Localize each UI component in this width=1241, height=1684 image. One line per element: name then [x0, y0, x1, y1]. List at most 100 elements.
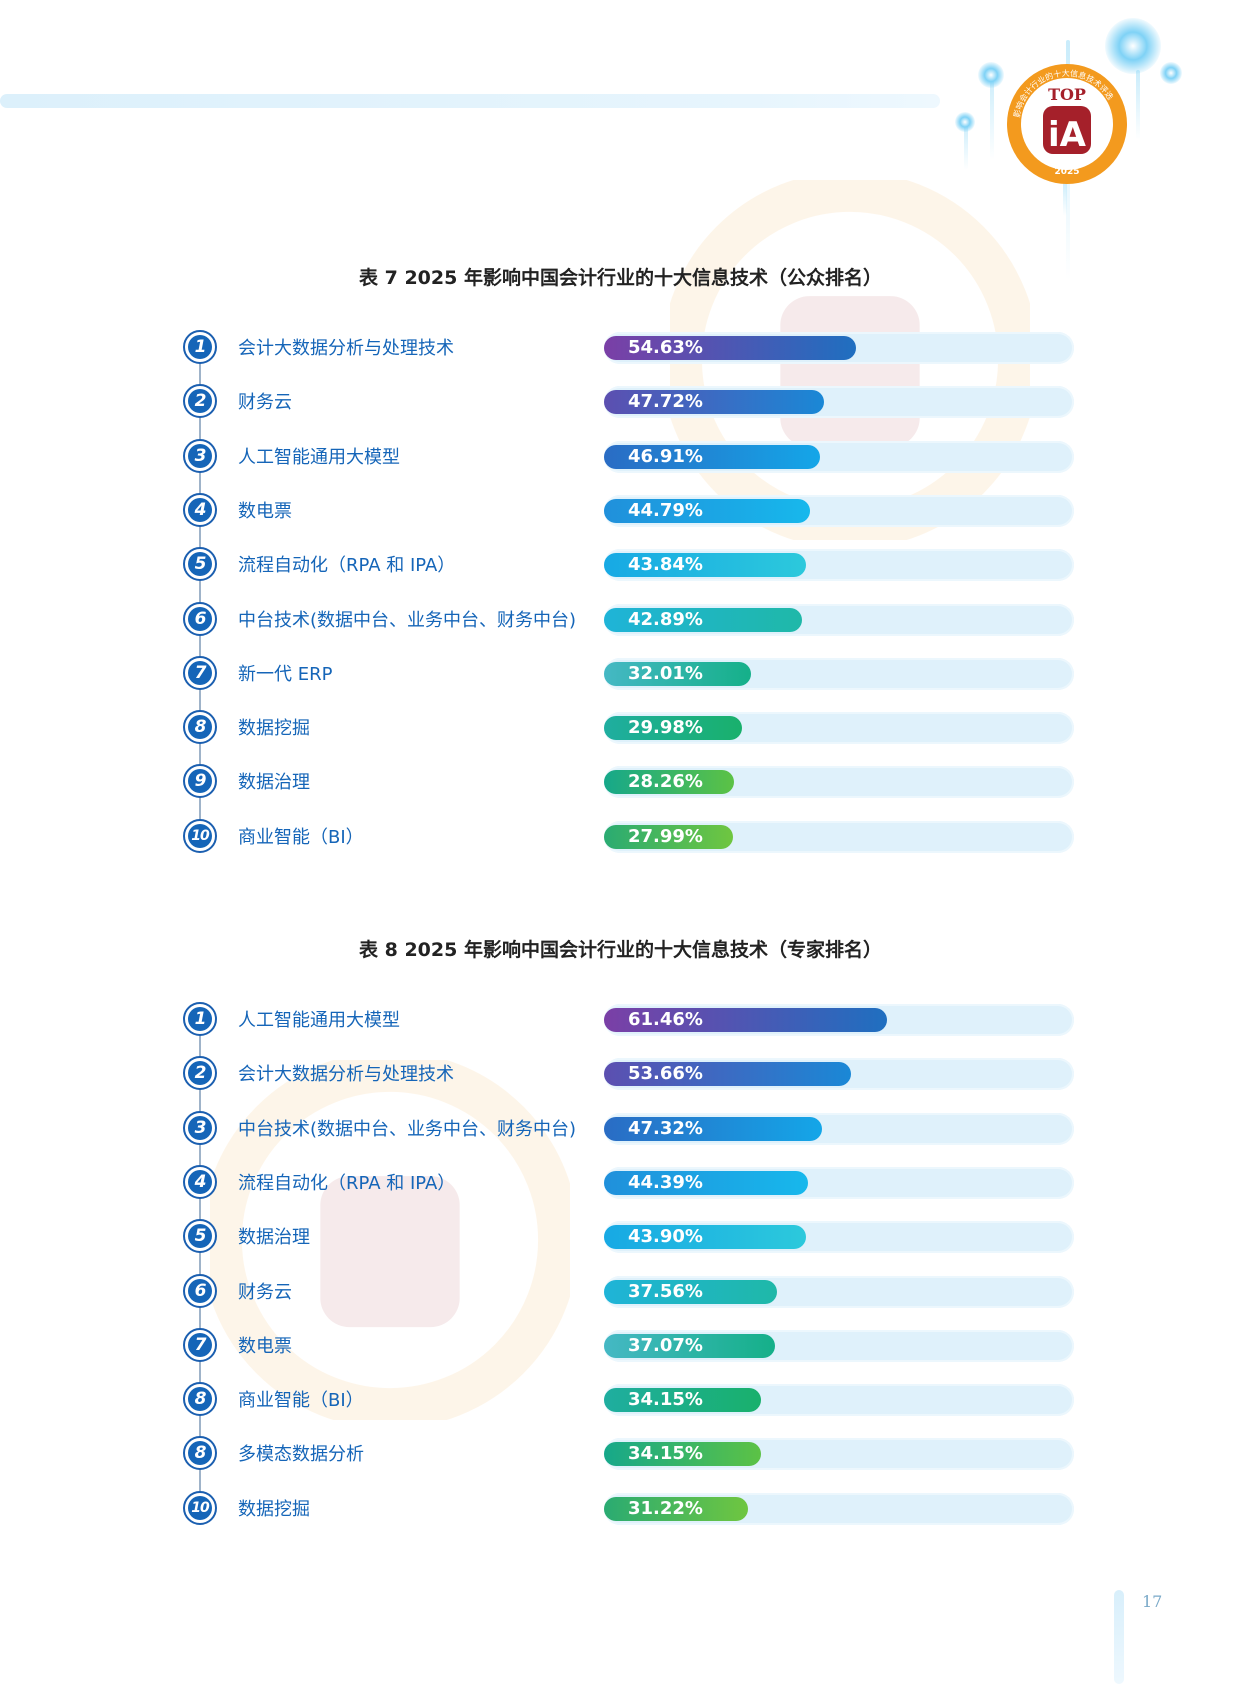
rank-badge: 3: [183, 438, 217, 473]
bar-track: 61.46%: [604, 1004, 1074, 1036]
bar-row: 10 商业智能（BI） 27.99%: [0, 818, 1241, 856]
bar-fill: [604, 1008, 888, 1032]
bar-row: 7 数电票 37.07%: [0, 1327, 1241, 1365]
bar-fill: [604, 1170, 809, 1195]
table-7-rank-connector: [199, 348, 201, 838]
bar-fill: [604, 661, 752, 686]
rank-number: 1: [188, 1007, 212, 1031]
rank-number: 1: [188, 335, 212, 359]
bar-fill: [604, 770, 735, 795]
bar-row: 8 多模态数据分析 34.15%: [0, 1435, 1241, 1473]
rank-number: 8: [188, 1387, 212, 1412]
bar-value-label: 53.66%: [628, 1063, 703, 1085]
page-number: 17: [1142, 1592, 1163, 1611]
category-label: 数据挖掘: [238, 718, 310, 740]
rank-number: 2: [188, 389, 212, 414]
bar-track: 44.79%: [604, 494, 1074, 527]
category-label: 中台技术(数据中台、业务中台、财务中台): [238, 1118, 577, 1140]
table-7-title: 表 7 2025 年影响中国会计行业的十大信息技术（公众排名）: [359, 267, 882, 289]
table-8-rank-connector: [199, 1020, 201, 1510]
decor-glow-dot: [1105, 18, 1161, 74]
category-label: 数电票: [238, 500, 292, 522]
rank-badge: 4: [183, 492, 217, 527]
bar-fill: [604, 1388, 762, 1413]
bar-row: 2 会计大数据分析与处理技术 53.66%: [0, 1055, 1241, 1093]
bar-track: 32.01%: [604, 657, 1074, 690]
category-label: 人工智能通用大模型: [238, 1010, 400, 1031]
rank-number: 5: [188, 1224, 212, 1249]
rank-badge: 8: [183, 710, 217, 745]
bar-track: 43.84%: [604, 549, 1074, 582]
bar-row: 8 商业智能（BI） 34.15%: [0, 1381, 1241, 1419]
category-label: 商业智能（BI）: [238, 826, 364, 848]
rank-badge: 2: [183, 384, 217, 419]
bar-row: 6 中台技术(数据中台、业务中台、财务中台) 42.89%: [0, 601, 1241, 639]
bar-fill: [604, 1116, 822, 1141]
logo-year-text: 2025: [1054, 167, 1079, 177]
bar-fill: [604, 1442, 762, 1467]
decor-glow-dot: [955, 112, 975, 132]
decor-line: [964, 120, 968, 170]
rank-badge: 1: [183, 1002, 217, 1036]
bar-row: 5 数据治理 43.90%: [0, 1218, 1241, 1256]
category-label: 数据治理: [238, 772, 310, 794]
rank-number: 4: [188, 1169, 212, 1194]
bar-value-label: 43.84%: [628, 554, 703, 576]
rank-number: 10: [188, 1495, 212, 1520]
category-label: 流程自动化（RPA 和 IPA）: [238, 1172, 456, 1194]
bar-track: 47.72%: [604, 386, 1074, 419]
bar-track: 53.66%: [604, 1058, 1074, 1091]
top-ia-logo: TOP iA 2025 影响会计行业的十大信息技术评选: [1005, 62, 1129, 186]
bar-row: 5 流程自动化（RPA 和 IPA） 43.84%: [0, 546, 1241, 584]
rank-badge: 10: [183, 818, 217, 853]
rank-number: 3: [188, 1115, 212, 1140]
category-label: 流程自动化（RPA 和 IPA）: [238, 555, 456, 577]
page-number-bar: [1114, 1590, 1124, 1684]
bar-fill: [604, 336, 856, 360]
rank-badge: 7: [183, 655, 217, 690]
decor-line: [1063, 180, 1067, 216]
bar-value-label: 37.07%: [628, 1334, 703, 1356]
category-label: 数据挖掘: [238, 1498, 310, 1520]
logo-main-text: iA: [1048, 115, 1087, 155]
category-label: 财务云: [238, 1281, 292, 1303]
bar-track: 27.99%: [604, 820, 1074, 853]
bar-track: 34.15%: [604, 1384, 1074, 1417]
rank-badge: 1: [183, 330, 217, 364]
rank-number: 7: [188, 660, 212, 685]
bar-value-label: 34.15%: [628, 1443, 703, 1465]
bar-value-label: 28.26%: [628, 771, 703, 793]
bar-track: 29.98%: [604, 712, 1074, 745]
category-label: 数据治理: [238, 1227, 310, 1249]
bar-row: 4 数电票 44.79%: [0, 492, 1241, 530]
rank-number: 6: [188, 606, 212, 631]
rank-number: 7: [188, 1332, 212, 1357]
bar-row: 1 会计大数据分析与处理技术 54.63%: [0, 329, 1241, 367]
bar-value-label: 34.15%: [628, 1389, 703, 1411]
bar-track: 31.22%: [604, 1492, 1074, 1525]
bar-fill: [604, 1279, 777, 1304]
category-label: 会计大数据分析与处理技术: [238, 1064, 454, 1086]
bar-fill: [604, 1062, 852, 1087]
bar-fill: [604, 824, 733, 849]
bar-track: 34.15%: [604, 1438, 1074, 1471]
bar-fill: [604, 1225, 807, 1250]
bar-row: 9 数据治理 28.26%: [0, 763, 1241, 801]
category-label: 财务云: [238, 392, 292, 414]
bar-value-label: 44.79%: [628, 499, 703, 521]
bar-track: 47.32%: [604, 1112, 1074, 1145]
rank-badge: 5: [183, 1219, 217, 1254]
bar-value-label: 47.32%: [628, 1117, 703, 1139]
bar-track: 37.07%: [604, 1329, 1074, 1362]
bar-value-label: 29.98%: [628, 717, 703, 739]
bar-fill: [604, 444, 821, 469]
bar-row: 2 财务云 47.72%: [0, 383, 1241, 421]
rank-badge: 5: [183, 547, 217, 582]
decor-glow-dot: [1160, 62, 1182, 84]
bar-row: 3 中台技术(数据中台、业务中台、财务中台) 47.32%: [0, 1110, 1241, 1148]
bar-fill: [604, 553, 806, 578]
rank-badge: 8: [183, 1382, 217, 1417]
rank-number: 5: [188, 552, 212, 577]
rank-number: 8: [188, 715, 212, 740]
bar-fill: [604, 1496, 748, 1521]
